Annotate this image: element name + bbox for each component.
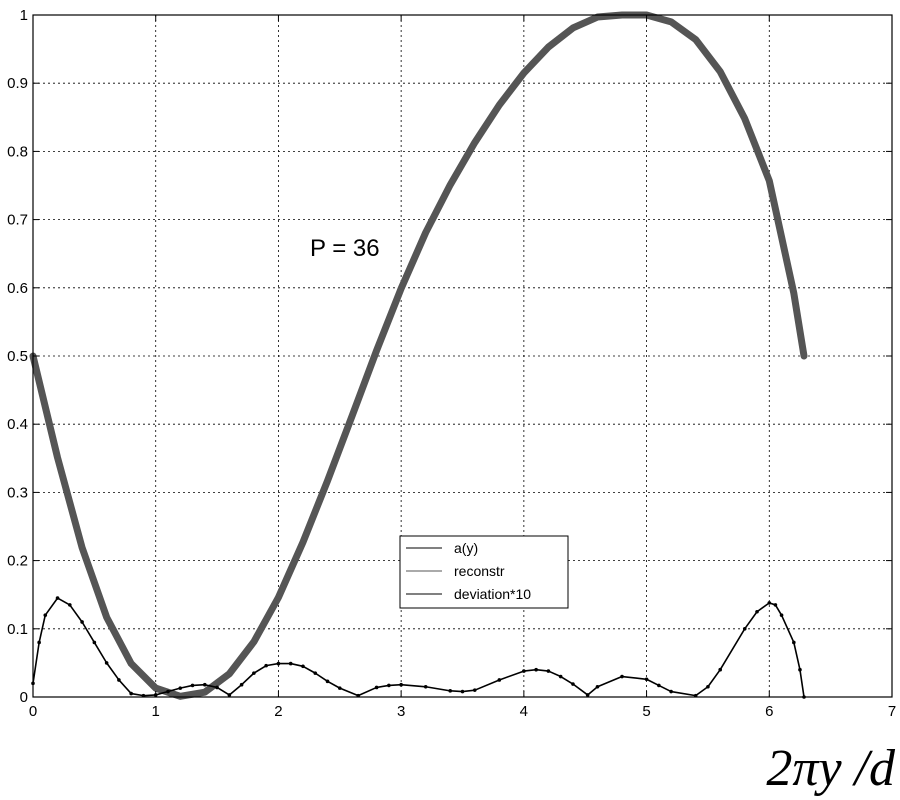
x-tick-label: 0 <box>29 703 37 720</box>
legend-label-deviation: deviation*10 <box>454 586 531 602</box>
y-tick-label: 0.8 <box>7 143 28 160</box>
deviation-point <box>227 693 232 697</box>
deviation-point <box>657 683 661 688</box>
y-tick-label: 0.2 <box>7 553 28 570</box>
y-tick-label: 1 <box>20 7 28 24</box>
deviation-point <box>448 689 453 693</box>
y-tick-label: 0 <box>20 689 28 706</box>
deviation-point <box>585 693 590 697</box>
deviation-point <box>325 679 330 684</box>
deviation-point <box>773 603 778 607</box>
y-tick-label: 0.6 <box>7 280 28 297</box>
deviation-point <box>55 596 60 600</box>
deviation-point <box>117 678 121 682</box>
deviation-point <box>798 667 802 672</box>
y-tick-label: 0.4 <box>7 416 28 433</box>
deviation-point <box>546 669 551 673</box>
ticks-group: 0 1 2 3 4 5 6 7 0 0.1 0.2 0.3 0.4 0.5 0.6 0.7 0.8 0.9 1 <box>7 7 896 720</box>
y-tick-label: 0.7 <box>7 212 28 229</box>
deviation-point <box>718 667 722 672</box>
deviation-point <box>595 684 600 689</box>
deviation-point <box>239 682 244 687</box>
deviation-point <box>497 678 502 682</box>
deviation-point <box>166 689 170 694</box>
deviation-point <box>264 663 268 668</box>
legend: a(y) reconstr deviation*10 <box>399 535 569 609</box>
deviation-point <box>387 683 391 688</box>
series-line-reconstr <box>29 11 808 700</box>
legend-label-a-y: a(y) <box>454 540 478 556</box>
deviation-point <box>620 674 624 679</box>
deviation-point <box>252 671 256 675</box>
y-tick-label: 0.9 <box>7 75 28 92</box>
deviation-point <box>68 603 72 607</box>
deviation-point <box>37 640 41 645</box>
x-axis-label: 2πy /d <box>766 740 896 797</box>
deviation-point <box>104 661 109 665</box>
deviation-point <box>767 601 772 605</box>
deviation-point <box>742 627 747 631</box>
annotation-p36: P = 36 <box>310 235 380 262</box>
deviation-point <box>203 682 207 687</box>
deviation-point <box>558 674 563 679</box>
deviation-point <box>80 620 84 624</box>
deviation-point <box>755 609 759 614</box>
x-tick-label: 1 <box>152 703 160 720</box>
y-tick-label: 0.3 <box>7 484 28 501</box>
series-line-deviation <box>32 597 805 698</box>
deviation-point <box>129 691 133 696</box>
x-tick-label: 4 <box>520 703 528 720</box>
deviation-point <box>534 667 538 672</box>
series-group <box>29 11 808 700</box>
deviation-point <box>644 677 649 682</box>
deviation-point <box>792 640 796 645</box>
deviation-point <box>337 686 342 690</box>
deviation-point <box>374 685 379 690</box>
deviation-point <box>522 669 526 673</box>
x-tick-label: 5 <box>642 703 650 720</box>
deviation-point <box>571 682 575 686</box>
deviation-point <box>460 689 465 694</box>
deviation-point <box>301 664 305 669</box>
deviation-point <box>399 682 403 687</box>
x-tick-label: 7 <box>888 703 896 720</box>
legend-label-reconstr: reconstr <box>454 563 505 579</box>
deviation-point <box>423 684 428 689</box>
deviation-point <box>706 684 710 689</box>
x-tick-label: 2 <box>274 703 282 720</box>
deviation-point <box>472 688 477 692</box>
deviation-point <box>288 661 293 666</box>
x-tick-label: 3 <box>397 703 405 720</box>
y-tick-label: 0.5 <box>7 348 28 365</box>
deviation-point <box>178 686 183 690</box>
deviation-point <box>313 671 318 675</box>
deviation-point <box>43 613 48 617</box>
deviation-point <box>276 661 281 666</box>
deviation-point <box>92 640 97 645</box>
deviation-point <box>669 689 673 694</box>
y-tick-label: 0.1 <box>7 621 28 638</box>
deviation-point <box>215 685 219 690</box>
x-tick-label: 6 <box>765 703 773 720</box>
grid <box>33 15 892 697</box>
deviation-point <box>190 683 195 688</box>
deviation-point <box>779 613 784 617</box>
